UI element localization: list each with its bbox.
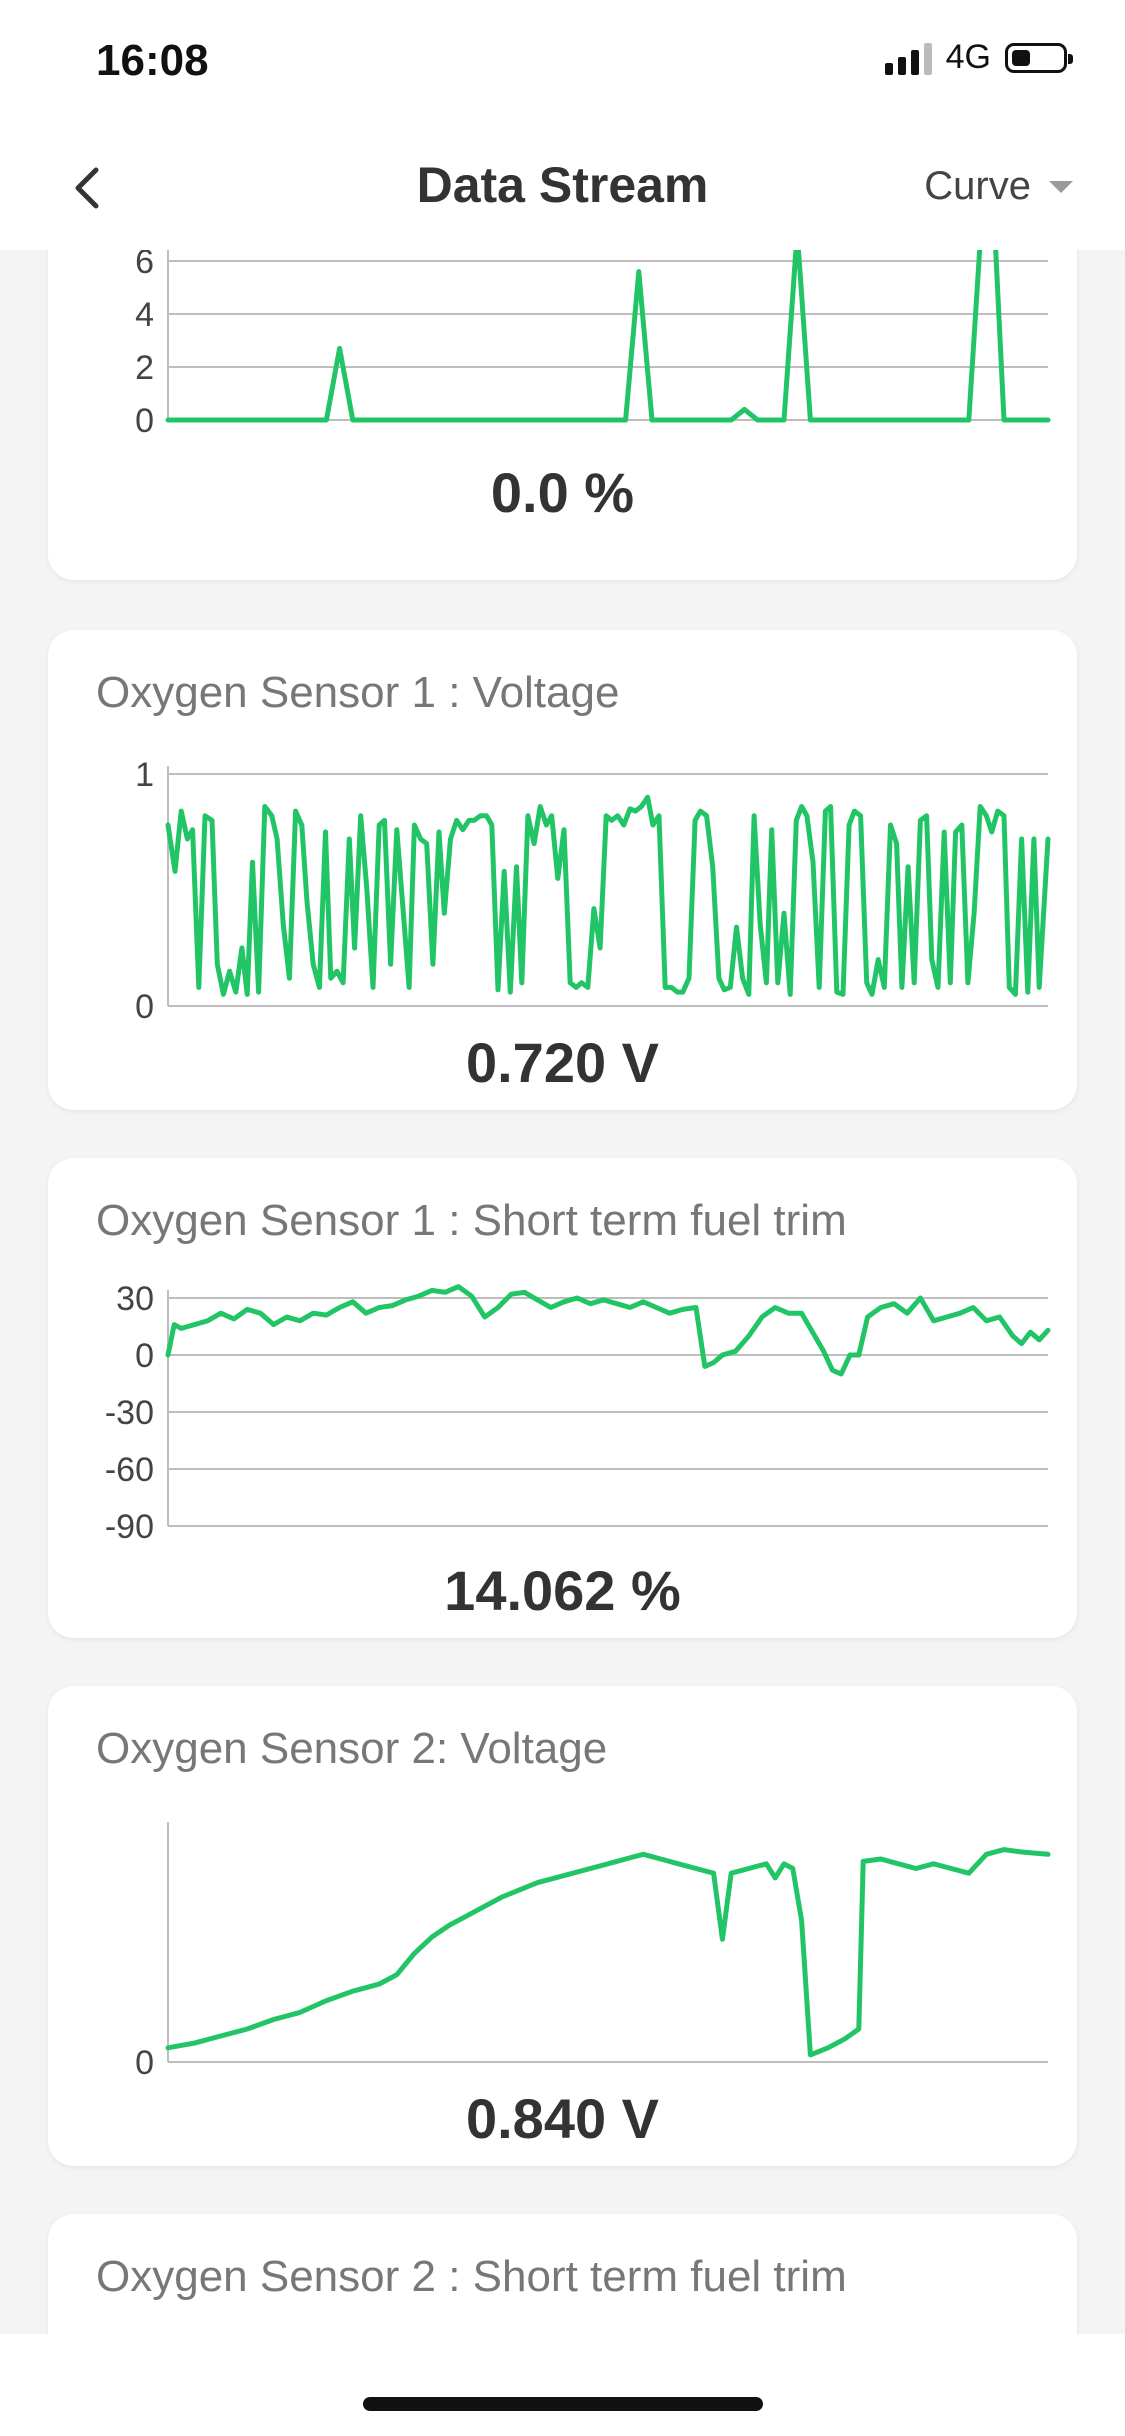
- cellular-signal-icon: [884, 41, 932, 75]
- y-tick-label: 30: [116, 1280, 154, 1318]
- current-value: 0.0 %: [490, 461, 635, 524]
- display-mode-dropdown[interactable]: Curve: [924, 164, 1073, 209]
- y-tick-label: -60: [105, 1451, 154, 1489]
- card-title: Oxygen Sensor 1 : Short term fuel trim: [96, 1196, 847, 1245]
- card-title: Oxygen Sensor 1 : Voltage: [96, 668, 620, 717]
- line-chart: 30 0 -30 -60 -90: [105, 1280, 1051, 1546]
- y-tick-label: 6: [135, 250, 154, 281]
- battery-level: [1012, 49, 1030, 66]
- series-line: [165, 1284, 1051, 1377]
- nav-bar: Data Stream Curve: [0, 130, 1125, 250]
- current-value: 14.062 %: [444, 1559, 681, 1622]
- y-tick-label: -30: [105, 1394, 154, 1432]
- battery-icon: [1005, 42, 1073, 73]
- display-mode-label: Curve: [924, 164, 1031, 208]
- data-card: Oxygen Sensor 1 : Short term fuel trim 3…: [48, 1158, 1077, 1638]
- y-tick-label: 4: [135, 296, 154, 334]
- card-title: Oxygen Sensor 2 : Short term fuel trim: [96, 2252, 847, 2301]
- caret-down-icon: [1049, 180, 1073, 193]
- home-indicator[interactable]: [363, 2397, 763, 2411]
- data-card: Oxygen Sensor 2: Voltage 0 0.840 V: [48, 1686, 1077, 2166]
- back-button[interactable]: [60, 158, 120, 218]
- line-chart: 86420: [135, 250, 1051, 440]
- y-tick-label: 2: [135, 349, 154, 387]
- line-chart: 0: [135, 1822, 1051, 2082]
- y-tick-label: 1: [135, 756, 154, 794]
- card-title: Oxygen Sensor 2: Voltage: [96, 1724, 608, 1773]
- network-type: 4G: [945, 38, 991, 76]
- current-value: 0.720 V: [465, 1031, 660, 1094]
- y-tick-label: 0: [135, 2044, 154, 2082]
- line-chart: 10: [135, 756, 1051, 1026]
- status-bar: 16:08 4G: [0, 0, 1125, 130]
- y-tick-label: 0: [135, 988, 154, 1026]
- chevron-left-icon: [75, 167, 99, 209]
- series-line: [165, 250, 1051, 423]
- series-line: [165, 1847, 1051, 2058]
- data-card: Oxygen Sensor 2 : Short term fuel trim: [48, 2214, 1077, 2334]
- data-stream-list[interactable]: 86420 0.0 % Oxygen Sensor 1 : Voltage 10…: [0, 250, 1125, 2334]
- y-tick-label: 0: [135, 1337, 154, 1375]
- y-tick-label: -90: [105, 1508, 154, 1546]
- y-tick-label: 0: [135, 402, 154, 440]
- page-title: Data Stream: [416, 157, 709, 213]
- series-line: [165, 794, 1051, 997]
- status-indicators: 4G: [884, 38, 1073, 77]
- data-card: 86420 0.0 %: [48, 250, 1077, 580]
- current-value: 0.840 V: [465, 2087, 660, 2150]
- home-indicator-area: [0, 2334, 1125, 2436]
- status-time: 16:08: [96, 36, 209, 85]
